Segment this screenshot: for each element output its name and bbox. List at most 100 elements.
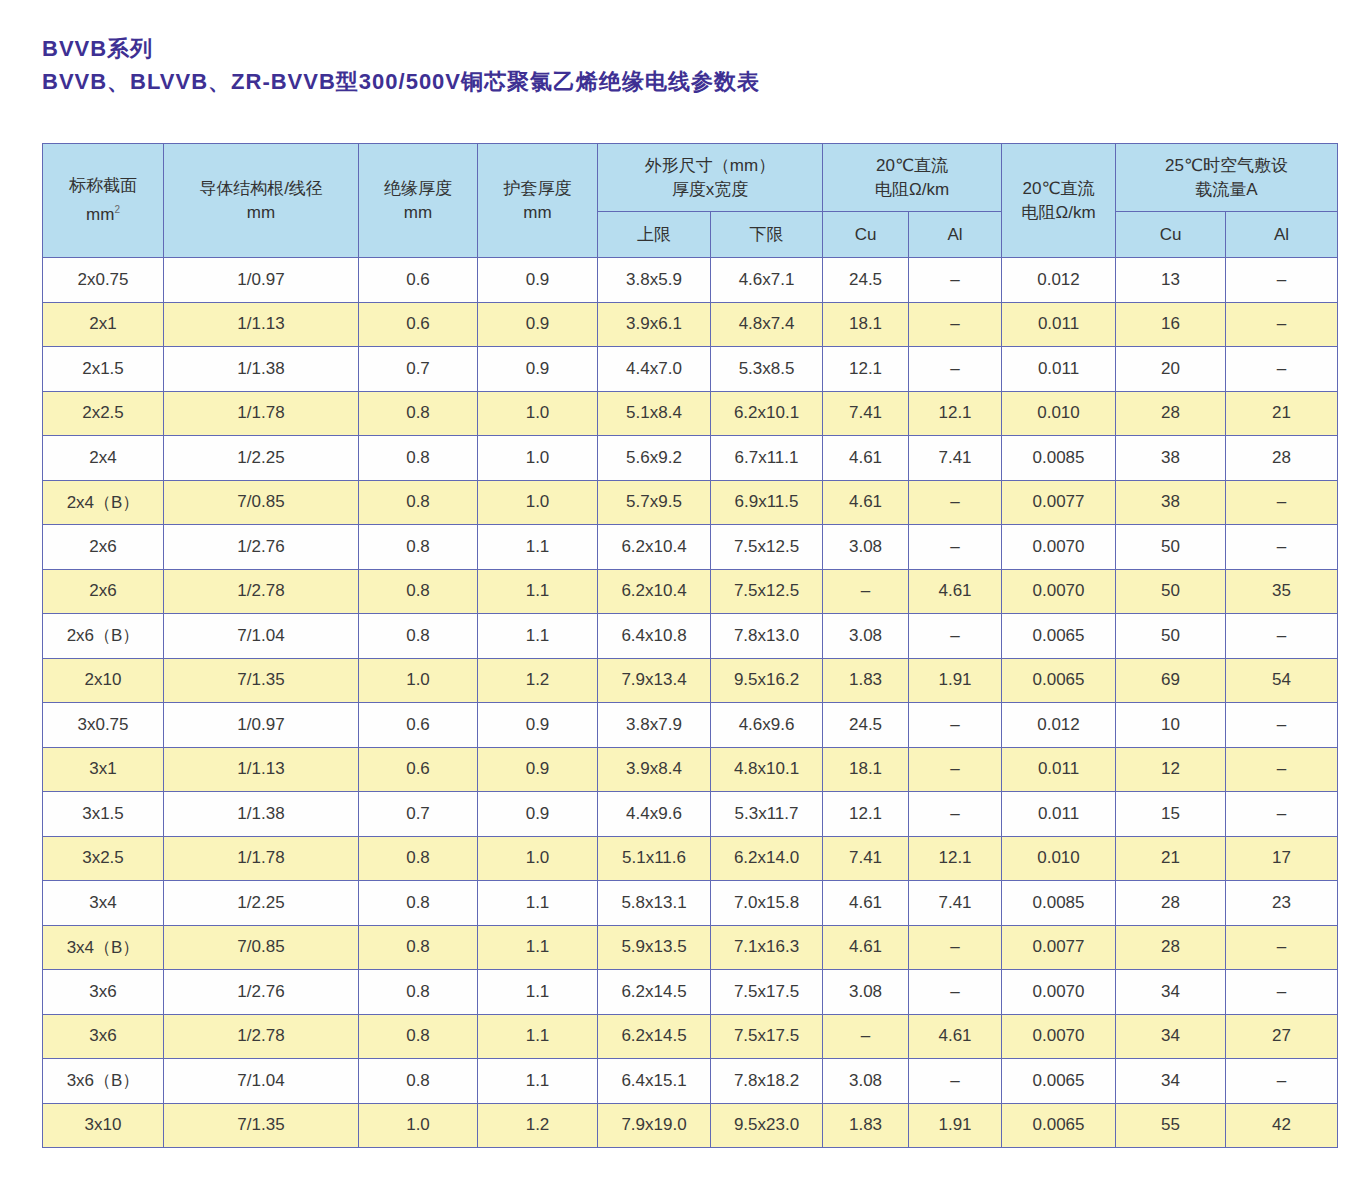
table-row: 2x41/2.250.81.05.6x9.26.7x11.14.617.410.… (43, 436, 1338, 481)
subcol-header-lower-limit: 下限 (711, 212, 823, 258)
table-cell: 3x0.75 (43, 703, 164, 748)
table-cell: 5.3x8.5 (711, 347, 823, 392)
col-header-nominal-section: 标称截面 mm2 (43, 144, 164, 258)
col-header-dc-resistance: 20℃直流 电阻Ω/km (823, 144, 1002, 212)
table-cell: 28 (1226, 436, 1338, 481)
header-text: 电阻Ω/km (1004, 201, 1113, 225)
table-cell: 2x10 (43, 658, 164, 703)
table-cell: 0.9 (478, 347, 598, 392)
table-cell: 4.61 (823, 436, 909, 481)
table-row: 3x11/1.130.60.93.9x8.44.8x10.118.1–0.011… (43, 747, 1338, 792)
table-cell: 7.41 (823, 836, 909, 881)
table-cell: 4.61 (823, 480, 909, 525)
table-row: 2x61/2.780.81.16.2x10.47.5x12.5–4.610.00… (43, 569, 1338, 614)
table-cell: 6.2x10.4 (598, 569, 711, 614)
table-cell: 10 (1116, 703, 1226, 748)
table-cell: 1.0 (478, 391, 598, 436)
table-cell: 4.61 (909, 1014, 1002, 1059)
table-cell: 2x6 (43, 569, 164, 614)
table-cell: 6.2x14.5 (598, 1014, 711, 1059)
table-cell: 3.8x7.9 (598, 703, 711, 748)
table-cell: 1.2 (478, 1103, 598, 1148)
table-cell: 0.011 (1002, 302, 1116, 347)
table-cell: 0.9 (478, 792, 598, 837)
table-cell: 0.9 (478, 747, 598, 792)
table-cell: 24.5 (823, 703, 909, 748)
table-cell: – (1226, 302, 1338, 347)
table-cell: 17 (1226, 836, 1338, 881)
table-cell: 7/1.35 (164, 658, 359, 703)
table-cell: 0.0085 (1002, 881, 1116, 926)
table-cell: 34 (1116, 1059, 1226, 1104)
table-cell: 7.5x12.5 (711, 525, 823, 570)
table-cell: 15 (1116, 792, 1226, 837)
header-text: 厚度x宽度 (600, 178, 820, 202)
table-row: 3x61/2.760.81.16.2x14.57.5x17.53.08–0.00… (43, 970, 1338, 1015)
table-cell: 0.8 (359, 569, 478, 614)
table-row: 3x61/2.780.81.16.2x14.57.5x17.5–4.610.00… (43, 1014, 1338, 1059)
table-cell: 7.5x17.5 (711, 970, 823, 1015)
table-cell: 1/1.38 (164, 792, 359, 837)
table-cell: 21 (1116, 836, 1226, 881)
table-cell: 0.0065 (1002, 658, 1116, 703)
table-cell: – (1226, 614, 1338, 659)
col-header-dimensions: 外形尺寸（mm） 厚度x宽度 (598, 144, 823, 212)
table-cell: 1.1 (478, 1059, 598, 1104)
table-cell: 0.8 (359, 480, 478, 525)
subcol-header-resistance-cu: Cu (823, 212, 909, 258)
table-cell: 1.83 (823, 1103, 909, 1148)
col-header-current-capacity: 25℃时空气敷设 载流量A (1116, 144, 1338, 212)
table-cell: 7.5x12.5 (711, 569, 823, 614)
header-unit: mm (166, 201, 356, 225)
table-cell: 0.9 (478, 258, 598, 303)
table-cell: – (909, 302, 1002, 347)
table-cell: 5.7x9.5 (598, 480, 711, 525)
table-cell: 0.6 (359, 258, 478, 303)
table-cell: – (823, 569, 909, 614)
table-cell: 3x1.5 (43, 792, 164, 837)
table-cell: 4.61 (909, 569, 1002, 614)
table-cell: 7.5x17.5 (711, 1014, 823, 1059)
header-text: 护套厚度 (480, 177, 595, 201)
table-cell: 1/1.78 (164, 391, 359, 436)
table-cell: 0.0065 (1002, 1103, 1116, 1148)
table-cell: 0.011 (1002, 747, 1116, 792)
table-cell: 50 (1116, 569, 1226, 614)
header-text: 20℃直流 (825, 154, 999, 178)
table-cell: 20 (1116, 347, 1226, 392)
table-cell: 4.8x10.1 (711, 747, 823, 792)
table-cell: 69 (1116, 658, 1226, 703)
table-cell: – (909, 1059, 1002, 1104)
header-text: 电阻Ω/km (825, 178, 999, 202)
table-cell: 50 (1116, 614, 1226, 659)
table-row: 2x4（B）7/0.850.81.05.7x9.56.9x11.54.61–0.… (43, 480, 1338, 525)
table-cell: 0.0070 (1002, 525, 1116, 570)
table-cell: 0.0070 (1002, 569, 1116, 614)
header-unit-sup: 2 (114, 204, 120, 215)
table-cell: 6.2x10.1 (711, 391, 823, 436)
table-cell: 1/2.25 (164, 436, 359, 481)
table-cell: 9.5x16.2 (711, 658, 823, 703)
table-cell: 24.5 (823, 258, 909, 303)
table-cell: 0.9 (478, 302, 598, 347)
table-cell: 3.08 (823, 970, 909, 1015)
table-row: 2x11/1.130.60.93.9x6.14.8x7.418.1–0.0111… (43, 302, 1338, 347)
table-cell: – (823, 1014, 909, 1059)
table-cell: 0.8 (359, 970, 478, 1015)
table-cell: – (1226, 258, 1338, 303)
table-cell: 0.0065 (1002, 1059, 1116, 1104)
table-cell: 5.6x9.2 (598, 436, 711, 481)
table-cell: 1/2.25 (164, 881, 359, 926)
table-cell: 35 (1226, 569, 1338, 614)
table-cell: – (909, 792, 1002, 837)
table-cell: 0.8 (359, 1014, 478, 1059)
table-cell: 6.2x14.0 (711, 836, 823, 881)
table-cell: – (909, 480, 1002, 525)
table-row: 3x1.51/1.380.70.94.4x9.65.3x11.712.1–0.0… (43, 792, 1338, 837)
table-row: 2x2.51/1.780.81.05.1x8.46.2x10.17.4112.1… (43, 391, 1338, 436)
table-cell: 6.9x11.5 (711, 480, 823, 525)
table-cell: 3x6 (43, 970, 164, 1015)
table-cell: 3x1 (43, 747, 164, 792)
table-cell: 4.6x9.6 (711, 703, 823, 748)
table-cell: 3.9x8.4 (598, 747, 711, 792)
